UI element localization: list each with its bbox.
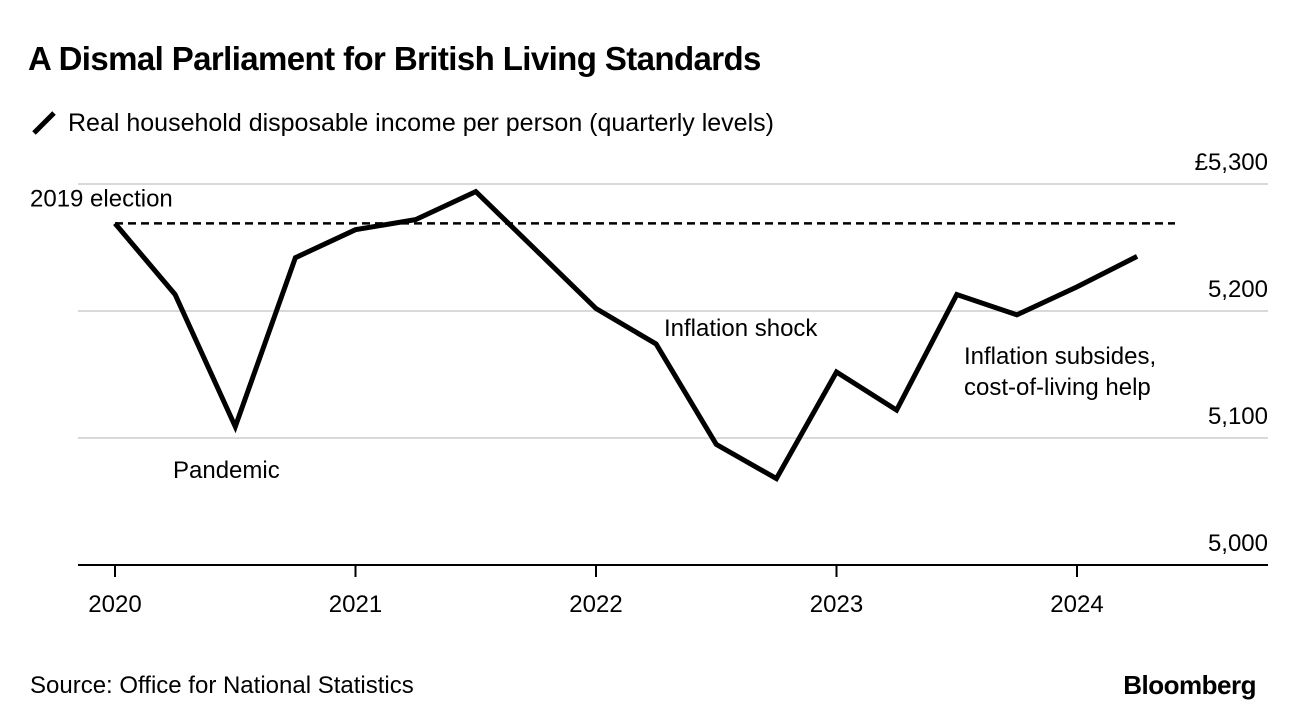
- legend-label: Real household disposable income per per…: [68, 108, 774, 137]
- bloomberg-logo: Bloomberg: [1123, 670, 1256, 700]
- series-line: [113, 188, 1139, 483]
- y-tick-label: 5,100: [1208, 403, 1268, 430]
- annotation-inflation-subsides: Inflation subsides, cost-of-living help: [964, 343, 1156, 401]
- legend: Real household disposable income per per…: [30, 108, 774, 138]
- annotation-inflation-shock: Inflation shock: [664, 315, 818, 342]
- y-tick-label: £5,300: [1195, 149, 1268, 176]
- chart-title: A Dismal Parliament for British Living S…: [28, 40, 761, 77]
- source-note: Source: Office for National Statistics: [30, 672, 414, 699]
- line-legend-icon: [32, 111, 56, 135]
- y-tick-label: 5,000: [1208, 530, 1268, 557]
- x-tick-label: 2022: [569, 591, 622, 618]
- annotation-pandemic: Pandemic: [173, 457, 280, 484]
- x-tick-label: 2023: [810, 591, 863, 618]
- x-tick-label: 2021: [329, 591, 382, 618]
- x-tick-label: 2024: [1050, 591, 1103, 618]
- x-tick-label: 2020: [88, 591, 141, 618]
- reference-line-label: 2019 election: [30, 185, 173, 212]
- y-tick-label: 5,200: [1208, 276, 1268, 303]
